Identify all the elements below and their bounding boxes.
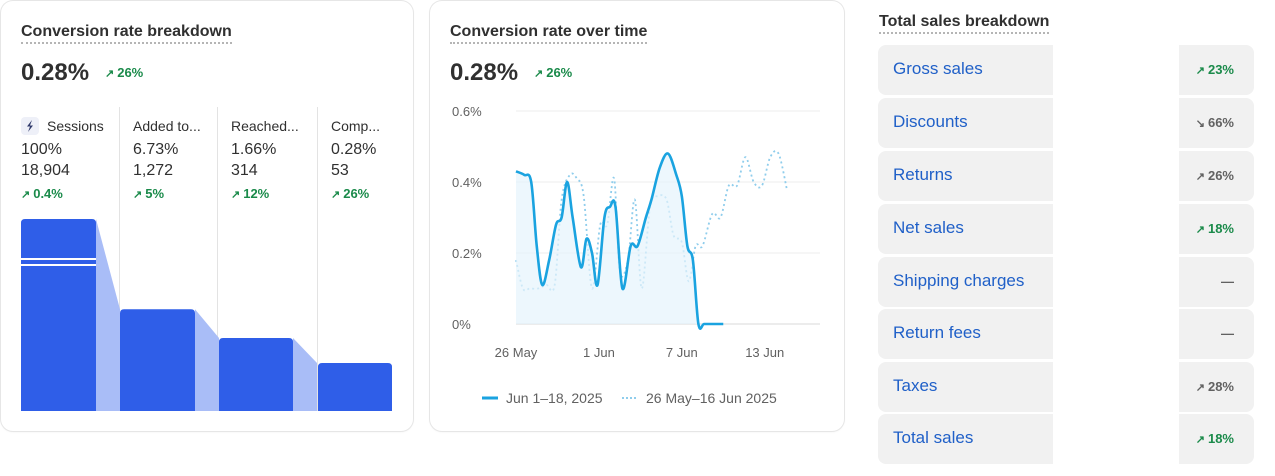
sales-row[interactable]: Shipping charges — [878,257,1254,307]
sales-row-label[interactable]: Shipping charges [893,271,1025,290]
sales-row[interactable]: Gross sales ↗ 23% [878,45,1254,95]
stage-delta: ↗ 5% [133,186,165,201]
stage-label: Reached... [231,118,299,134]
conversion-rate-delta: ↗ 26% [105,65,144,80]
stage-divider [119,107,120,411]
stage-divider [317,107,318,411]
sales-row[interactable]: Taxes ↗ 28% [878,362,1254,412]
trend-up-icon: ↗ [105,68,115,80]
funnel-stage-reached-checkout[interactable]: Reached... 1.66% 314 ↗ 12% [231,107,315,411]
conversion-over-time-value: 0.28% [450,59,519,86]
y-tick-label: 0.6% [452,104,482,119]
sales-row-label[interactable]: Returns [893,165,953,184]
sales-row-delta: ↗ 23% [1195,62,1234,77]
sales-row-delta: ↗ 26% [1195,168,1234,183]
y-tick-label: 0.4% [452,175,482,190]
stage-label: Sessions [47,118,104,134]
legend-current[interactable]: Jun 1–18, 2025 [482,390,603,406]
stage-count: 53 [331,162,349,179]
sales-value-redacted [1053,204,1179,254]
stage-label: Added to... [133,118,201,134]
sales-row-delta: — [1221,274,1234,289]
sales-row-label[interactable]: Taxes [893,376,938,395]
sales-row-label[interactable]: Gross sales [893,59,983,78]
sales-row-delta: ↗ 18% [1195,431,1234,446]
stage-count: 314 [231,162,258,179]
conversion-breakdown-card: Conversion rate breakdown 0.28% ↗ 26% Ses… [1,1,413,431]
x-tick-label: 26 May [495,345,538,360]
sales-value-redacted [1053,362,1179,412]
stage-divider [217,107,218,411]
stage-percent: 6.73% [133,141,179,158]
stage-percent: 1.66% [231,141,277,158]
sales-row[interactable]: Net sales ↗ 18% [878,204,1254,254]
funnel-stage-added-to-cart[interactable]: Added to... 6.73% 1,272 ↗ 5% [133,107,217,411]
stage-label: Comp... [331,118,381,134]
sales-row-delta: — [1221,326,1234,341]
sales-row-label[interactable]: Return fees [893,323,981,342]
sales-value-redacted [1053,45,1179,95]
sales-value-redacted [1053,414,1179,464]
stage-count: 18,904 [21,162,70,179]
trend-icon: ↗ [1195,65,1205,77]
stage-delta: ↗ 0.4% [21,186,63,201]
y-tick-label: 0.2% [452,246,482,261]
trend-icon: ↗ [1195,382,1205,394]
sales-row-delta: ↗ 18% [1195,221,1234,236]
sales-row-label[interactable]: Discounts [893,112,968,131]
trend-icon: ↗ [1195,171,1205,183]
trend-up-icon: ↗ [534,68,544,80]
x-tick-label: 13 Jun [745,345,784,360]
legend-comparison[interactable]: 26 May–16 Jun 2025 [622,390,777,406]
sales-breakdown-title[interactable]: Total sales breakdown [879,13,1050,34]
funnel-stage-sessions[interactable]: Sessions 100% 18,904 ↗ 0.4% [21,107,117,411]
series-line-comparison[interactable] [515,150,788,292]
y-tick-label: 0% [452,317,471,332]
sales-value-redacted [1053,98,1179,148]
sales-row[interactable]: Returns ↗ 26% [878,151,1254,201]
sales-row[interactable]: Discounts ↘ 66% [878,98,1254,148]
conversion-breakdown-title[interactable]: Conversion rate breakdown [21,23,232,44]
x-tick-label: 7 Jun [666,345,698,360]
sales-row-delta: ↘ 66% [1195,115,1234,130]
line-chart[interactable]: 0% 0.2% 0.4% 0.6% 26 May 1 Jun 7 Jun 13 Jun [430,61,844,431]
conversion-rate-value: 0.28% [21,59,90,86]
stage-percent: 0.28% [331,141,377,158]
trend-icon: ↗ [1195,434,1205,446]
sales-row[interactable]: Total sales ↗ 18% [878,414,1254,464]
stage-delta: ↗ 26% [331,186,370,201]
funnel-stage-completed-checkout[interactable]: Comp... 0.28% 53 ↗ 26% [331,107,411,411]
x-tick-label: 1 Jun [583,345,615,360]
sales-row[interactable]: Return fees — [878,309,1254,359]
sales-value-redacted [1053,257,1179,307]
stage-delta: ↗ 12% [231,186,270,201]
solid-line-icon [482,396,498,400]
series-area-current [516,153,724,329]
sessions-icon [21,117,39,135]
conversion-over-time-delta: ↗ 26% [534,65,573,80]
sales-row-label[interactable]: Net sales [893,218,964,237]
trend-icon: ↘ [1195,118,1205,130]
series-line-current[interactable] [515,152,724,330]
sales-row-delta: ↗ 28% [1195,379,1234,394]
sales-value-redacted [1053,151,1179,201]
dotted-line-icon [622,397,638,399]
trend-icon: ↗ [1195,224,1205,236]
conversion-over-time-card: Conversion rate over time 0.28% ↗ 26% 0% 0… [430,1,844,431]
sales-value-redacted [1053,309,1179,359]
stage-percent: 100% [21,141,62,158]
stage-count: 1,272 [133,162,174,179]
sales-row-label[interactable]: Total sales [893,428,974,447]
conversion-over-time-title[interactable]: Conversion rate over time [450,23,648,44]
